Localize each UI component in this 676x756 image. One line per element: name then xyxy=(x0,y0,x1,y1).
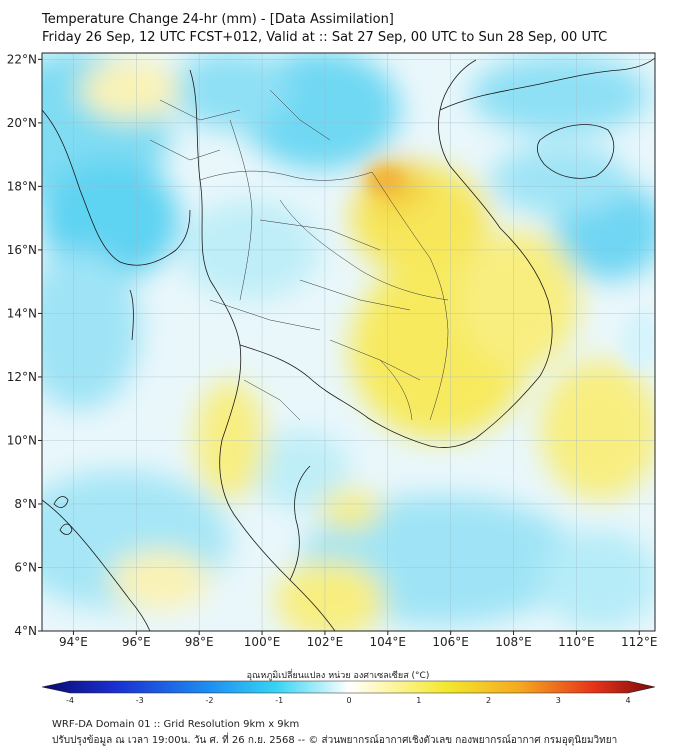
x-tick-label: 102°E xyxy=(307,635,344,649)
y-tick-label: 4°N xyxy=(14,624,37,638)
x-tick-label: 98°E xyxy=(185,635,214,649)
map-subtitle: Friday 26 Sep, 12 UTC FCST+012, Valid at… xyxy=(42,30,608,45)
map-title: Temperature Change 24-hr (mm) - [Data As… xyxy=(42,12,394,27)
x-tick-label: 106°E xyxy=(432,635,469,649)
colorbar-tick-label: 3 xyxy=(556,696,561,705)
colorbar-tick-label: 4 xyxy=(625,696,630,705)
y-tick-label: 14°N xyxy=(7,306,37,320)
x-tick-label: 108°E xyxy=(495,635,532,649)
colorbar-bar xyxy=(41,680,656,694)
x-axis-ticks: 94°E 96°E 98°E 100°E 102°E 104°E 106°E 108°E 110… xyxy=(59,631,658,649)
colorbar: -4 -3 -2 -1 0 1 2 3 4 xyxy=(41,680,656,705)
colorbar-tick-label: -2 xyxy=(206,696,214,705)
colorbar-tick-label: -1 xyxy=(275,696,283,705)
graticule xyxy=(42,53,655,632)
colorbar-tick-label: -3 xyxy=(136,696,144,705)
x-tick-label: 110°E xyxy=(558,635,595,649)
x-tick-label: 94°E xyxy=(59,635,88,649)
colorbar-title: อุณหภูมิเปลี่ยนแปลง หน่วย องศาเซลเซียส (… xyxy=(246,671,430,681)
colorbar-tick-label: -4 xyxy=(66,696,74,705)
footer-model-info: WRF-DA Domain 01 :: Grid Resolution 9km … xyxy=(52,719,300,730)
temperature-field xyxy=(42,53,655,631)
y-tick-label: 18°N xyxy=(7,179,37,193)
y-axis-ticks: 22°N 20°N 18°N 16°N 14°N 12°N 10°N 8°N 6°N 4°N xyxy=(7,52,42,638)
y-tick-label: 10°N xyxy=(7,433,37,447)
y-tick-label: 16°N xyxy=(7,243,37,257)
colorbar-tick-label: 0 xyxy=(346,696,351,705)
y-tick-label: 6°N xyxy=(14,560,37,574)
colorbar-tick-label: 2 xyxy=(486,696,491,705)
y-tick-label: 20°N xyxy=(7,116,37,130)
coastlines xyxy=(42,57,655,631)
admin-borders xyxy=(149,89,449,421)
y-tick-label: 8°N xyxy=(14,497,37,511)
x-tick-label: 104°E xyxy=(370,635,407,649)
y-tick-label: 22°N xyxy=(7,52,37,66)
x-tick-label: 112°E xyxy=(621,635,658,649)
plot-frame xyxy=(41,52,656,632)
x-tick-label: 96°E xyxy=(122,635,151,649)
footer-update-info: ปรับปรุงข้อมูล ณ เวลา 19:00น. วัน ศ. ที่… xyxy=(52,735,618,746)
colorbar-ticks: -4 -3 -2 -1 0 1 2 3 4 xyxy=(66,696,631,705)
colorbar-tick-label: 1 xyxy=(416,696,421,705)
y-tick-label: 12°N xyxy=(7,370,37,384)
x-tick-label: 100°E xyxy=(244,635,281,649)
